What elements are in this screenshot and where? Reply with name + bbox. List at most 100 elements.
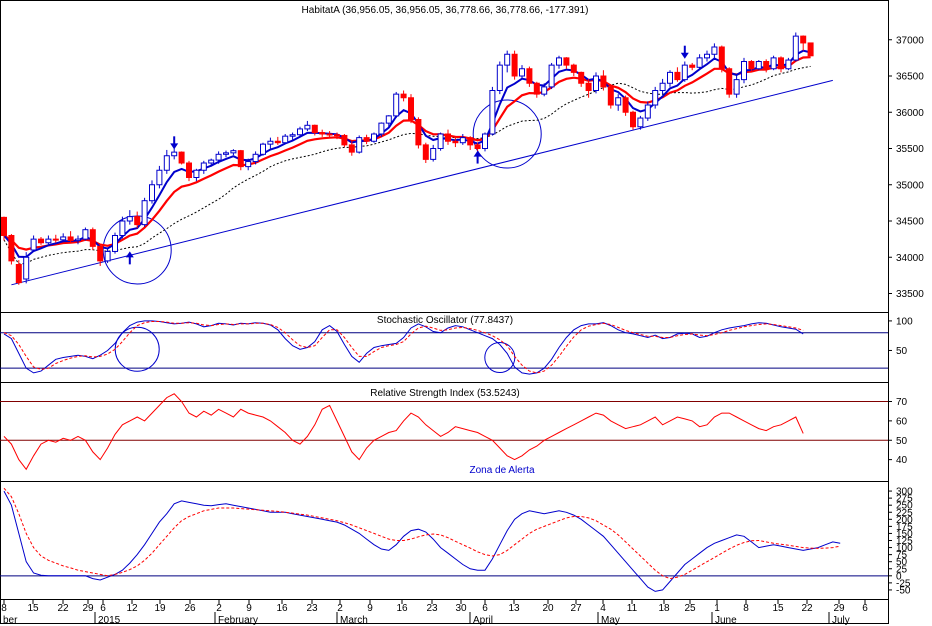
y-tick-label: 150 [896, 529, 913, 540]
candle [785, 59, 792, 70]
candle [422, 144, 429, 160]
month-label: May [601, 615, 620, 626]
x-tick-label: 20 [542, 603, 554, 614]
y-tick-label: 50 [896, 346, 908, 357]
candle [282, 135, 289, 144]
candle [408, 97, 414, 120]
candle [89, 229, 96, 247]
x-tick-label: 12 [126, 603, 138, 614]
candle [348, 144, 355, 153]
y-tick-label: 0 [896, 571, 902, 582]
y-tick-label: -50 [896, 585, 911, 596]
candle [726, 68, 733, 95]
candle [556, 57, 562, 66]
y-tick-label: 100 [896, 543, 913, 554]
x-tick-label: 22 [57, 603, 69, 614]
candle [637, 117, 644, 128]
candle [326, 133, 333, 136]
candle [600, 75, 607, 88]
candle [430, 148, 437, 160]
candle [23, 256, 30, 280]
y-tick-label: -25 [896, 578, 911, 589]
x-tick-label: 27 [570, 603, 582, 614]
candle [482, 133, 488, 149]
price-pane-title: HabitatA (36,956.05, 36,956.05, 36,778.6… [302, 5, 589, 16]
candle [134, 216, 141, 226]
indicator-series-line [3, 487, 841, 580]
arrow-head [170, 143, 179, 150]
price-pane: 33500 34000 34500 35000 35500 36000 36500 37000 [1, 32, 924, 300]
y-tick-label: 50 [896, 557, 908, 568]
x-tick-label: 13 [508, 603, 520, 614]
candle [341, 134, 348, 146]
candle [163, 155, 170, 171]
y-tick-label: 200 [896, 515, 913, 526]
candle [622, 97, 629, 113]
candle [149, 184, 155, 202]
candle [733, 79, 740, 95]
x-tick-label: 6 [482, 603, 488, 614]
x-tick-label: 16 [396, 603, 408, 614]
month-label: April [473, 615, 493, 626]
candle [607, 86, 614, 106]
y-tick-label: 125 [896, 536, 913, 547]
x-tick-label: 18 [658, 603, 670, 614]
x-tick-label: 2 [216, 603, 222, 614]
candle [1, 216, 7, 236]
stochastic-pane-title: Stochastic Oscillator (77.8437) [377, 315, 513, 326]
x-tick-label: 22 [801, 603, 813, 614]
month-label: March [340, 615, 368, 626]
arrow-head [125, 251, 134, 258]
candle [274, 140, 281, 144]
x-tick-label: 11 [627, 603, 638, 614]
y-tick-label: 225 [896, 508, 913, 519]
candle [289, 134, 296, 137]
x-tick-label: 19 [154, 603, 166, 614]
x-tick-label: 8 [1, 603, 7, 614]
indicator-series-line [3, 321, 804, 374]
candle [237, 150, 244, 168]
arrow-up-icon [125, 251, 134, 265]
candle [615, 97, 622, 106]
y-tick-label: 25 [896, 564, 908, 575]
candle [52, 238, 59, 241]
candle [541, 86, 548, 95]
candle [252, 153, 259, 163]
candle [45, 238, 52, 244]
indicator-series-line [3, 393, 804, 471]
candle [215, 153, 222, 161]
candle [245, 161, 252, 168]
candle [208, 159, 215, 164]
x-tick-label: 2 [337, 603, 343, 614]
y-tick-label: 100 [896, 316, 913, 327]
x-tick-label: 15 [27, 603, 39, 614]
candle [741, 61, 747, 81]
candle [141, 200, 148, 226]
candle [711, 46, 718, 55]
month-label: July [832, 615, 850, 626]
candle [496, 64, 503, 91]
y-tick-label: 34000 [896, 253, 924, 264]
x-tick-label: 23 [306, 603, 318, 614]
candle [630, 111, 636, 128]
candle [171, 151, 178, 157]
candle [437, 133, 444, 149]
candle [511, 53, 518, 77]
y-tick-label: 34500 [896, 217, 924, 228]
x-tick-label: 25 [684, 603, 696, 614]
arrow-down-icon [170, 136, 179, 150]
candle [363, 137, 370, 142]
candle [755, 61, 762, 70]
candle [334, 134, 340, 137]
candle [319, 132, 326, 135]
candle [770, 57, 777, 70]
candle [748, 61, 755, 70]
highlight-circle [484, 342, 516, 374]
month-label: ber [3, 615, 18, 626]
candle [563, 57, 570, 66]
candle [659, 82, 666, 91]
candle [400, 93, 407, 99]
trendline [11, 79, 833, 286]
stochastic-pane: 50 100 [0, 316, 913, 375]
